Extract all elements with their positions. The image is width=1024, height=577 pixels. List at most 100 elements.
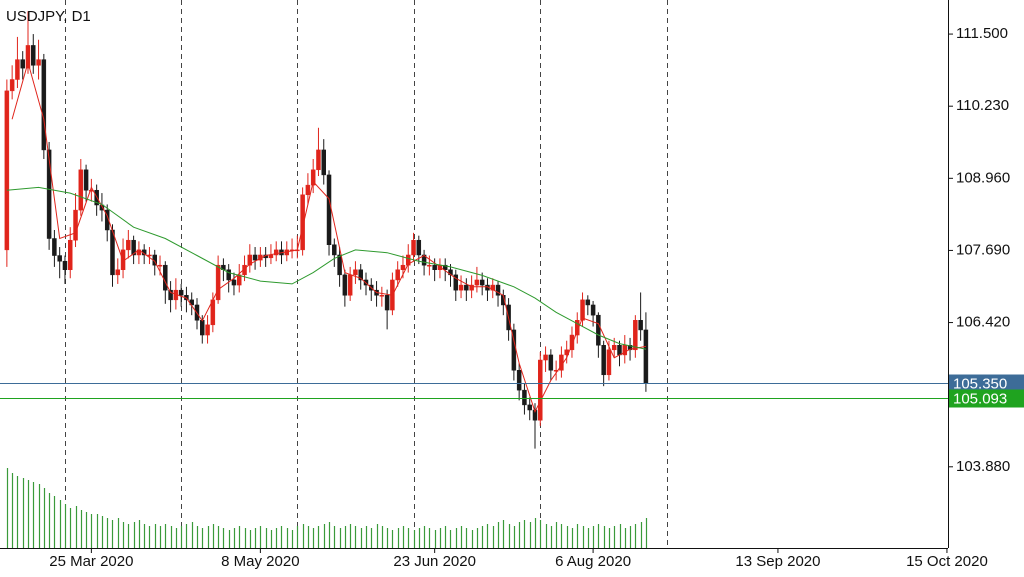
candle-body xyxy=(326,174,332,246)
candle-body xyxy=(622,345,628,356)
candle-body xyxy=(590,304,596,316)
candle-body xyxy=(527,404,532,411)
x-tick-label: 8 May 2020 xyxy=(221,553,299,570)
candle-body xyxy=(78,169,84,211)
candle-body xyxy=(601,345,606,376)
candle-body xyxy=(347,274,353,296)
candle-body xyxy=(205,324,210,336)
price-label: 105.350 xyxy=(953,375,1007,392)
candle-body xyxy=(405,254,411,266)
candle-body xyxy=(20,59,25,69)
x-tick-label: 25 Mar 2020 xyxy=(49,553,133,570)
candle-body xyxy=(305,184,311,196)
candle-body xyxy=(427,264,432,267)
candle-body xyxy=(596,314,601,346)
candle-body xyxy=(543,354,548,361)
candle-body xyxy=(62,260,68,270)
candle-body xyxy=(495,284,501,296)
candle-body xyxy=(379,295,385,297)
moving-average xyxy=(11,60,646,414)
candle-body xyxy=(358,269,363,281)
candle-body xyxy=(522,389,527,406)
candle-body xyxy=(575,320,580,336)
candle-body xyxy=(67,239,73,270)
candle-body xyxy=(321,149,326,176)
candle-body xyxy=(400,264,406,270)
candle-body xyxy=(532,409,538,421)
candle-body xyxy=(157,264,163,267)
candle-body xyxy=(126,239,131,251)
candle-body xyxy=(458,284,464,291)
candle-body xyxy=(643,329,649,384)
y-tick-label: 103.880 xyxy=(956,458,1010,475)
candle-body xyxy=(9,79,15,92)
candle-body xyxy=(442,264,448,270)
candle-body xyxy=(416,239,422,256)
candle-body xyxy=(411,239,416,256)
candle-body xyxy=(580,299,585,321)
y-tick-label: 106.420 xyxy=(956,314,1010,331)
price-label: 105.093 xyxy=(953,390,1007,407)
candle-body xyxy=(606,349,612,376)
candle-body xyxy=(131,239,136,256)
candle-body xyxy=(516,370,522,391)
candle-body xyxy=(83,169,89,191)
x-tick-label: 13 Sep 2020 xyxy=(735,553,820,570)
candle-body xyxy=(627,345,633,351)
candle-body xyxy=(384,295,390,311)
candle-body xyxy=(46,149,52,239)
y-tick-label: 111.500 xyxy=(956,25,1008,42)
candle-body xyxy=(474,279,480,286)
candle-body xyxy=(73,209,78,241)
candle-body xyxy=(200,320,205,336)
candle-body xyxy=(215,264,221,301)
candle-body xyxy=(310,169,316,186)
candle-body xyxy=(236,274,242,286)
candle-body xyxy=(31,45,36,66)
candle-body xyxy=(168,289,173,301)
candle-body xyxy=(52,238,57,256)
candle-body xyxy=(25,45,31,69)
candle-body xyxy=(432,264,437,270)
candle-body xyxy=(252,254,258,261)
candle-body xyxy=(332,244,337,256)
candle-body xyxy=(247,254,253,266)
moving-average xyxy=(6,186,647,350)
candle-body xyxy=(538,359,543,421)
candle-body xyxy=(57,255,62,262)
chart-title: USDJPY, D1 xyxy=(6,8,91,25)
candle-body xyxy=(316,149,321,171)
x-tick-label: 15 Oct 2020 xyxy=(906,553,988,570)
price-label-bg xyxy=(949,374,1024,393)
candle-body xyxy=(226,269,231,281)
y-tick-label: 110.230 xyxy=(956,97,1009,114)
candle-body xyxy=(110,229,115,276)
candle-body xyxy=(268,254,274,259)
x-tick-label: 23 Jun 2020 xyxy=(393,553,476,570)
candle-body xyxy=(585,299,591,306)
candle-body xyxy=(4,90,10,251)
candle-body xyxy=(353,269,358,276)
candle-body xyxy=(464,284,469,291)
candle-body xyxy=(453,274,459,291)
candle-body xyxy=(15,59,20,80)
candle-body xyxy=(395,269,400,281)
candle-body xyxy=(41,59,47,151)
candle-body xyxy=(231,279,237,286)
candle-body xyxy=(469,284,474,291)
x-tick-label: 6 Aug 2020 xyxy=(555,553,631,570)
price-label-bg xyxy=(949,389,1024,408)
candle-body xyxy=(617,345,622,356)
candle-body xyxy=(300,194,305,251)
candle-body xyxy=(178,289,184,296)
candle-body xyxy=(342,274,348,296)
candle-body xyxy=(611,345,617,351)
y-tick-label: 107.690 xyxy=(956,241,1010,258)
candle-body xyxy=(36,59,41,66)
candle-body xyxy=(638,320,643,331)
plot-layer xyxy=(4,0,668,548)
candle-body xyxy=(548,354,554,371)
